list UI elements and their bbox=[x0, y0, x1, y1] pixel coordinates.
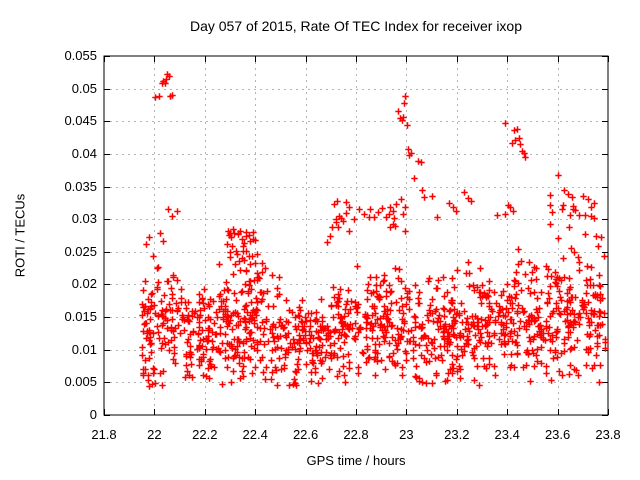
x-tick-label: 22 bbox=[147, 427, 162, 442]
x-axis-label: GPS time / hours bbox=[306, 453, 406, 468]
chart-title: Day 057 of 2015, Rate Of TEC Index for r… bbox=[189, 18, 523, 34]
y-axis-label: ROTI / TECUs bbox=[12, 193, 28, 278]
y-tick-label: 0.04 bbox=[71, 145, 97, 161]
x-tick-label: 23 bbox=[399, 427, 414, 442]
x-tick-label: 22.8 bbox=[343, 427, 369, 442]
plot-border bbox=[103, 55, 609, 416]
scatter-points bbox=[139, 71, 609, 390]
y-tick-label: 0.03 bbox=[71, 211, 97, 227]
y-tick-label: 0.045 bbox=[64, 113, 97, 129]
y-tick-label: 0.015 bbox=[64, 309, 97, 325]
x-tick-label: 22.6 bbox=[292, 427, 319, 442]
x-tick-label: 23.8 bbox=[595, 427, 621, 442]
y-tick-label: 0.005 bbox=[64, 374, 97, 390]
axis-ticks bbox=[104, 56, 609, 416]
gridlines bbox=[104, 56, 608, 415]
x-tick-label: 22.4 bbox=[242, 427, 268, 442]
x-tick-label: 22.2 bbox=[192, 427, 218, 442]
y-tick-label: 0.02 bbox=[71, 276, 97, 292]
y-tick-label: 0.035 bbox=[64, 178, 97, 194]
x-tick-label: 23.4 bbox=[494, 427, 520, 442]
y-tick-label: 0.05 bbox=[71, 80, 97, 96]
x-tick-label: 23.2 bbox=[444, 427, 470, 442]
y-tick-label: 0.01 bbox=[71, 341, 97, 357]
y-tick-label: 0.055 bbox=[64, 48, 97, 63]
y-tick-label: 0.025 bbox=[64, 243, 97, 259]
x-tick-label: 23.6 bbox=[544, 427, 571, 442]
y-tick-label: 0 bbox=[89, 407, 97, 422]
x-tick-label: 21.8 bbox=[91, 427, 117, 442]
